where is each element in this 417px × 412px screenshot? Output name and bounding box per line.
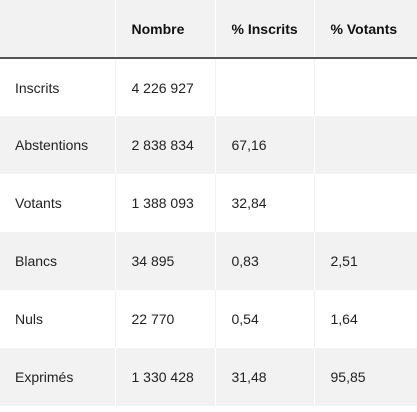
cell-nombre: 4 226 927 — [115, 58, 216, 116]
table-row: Blancs 34 895 0,83 2,51 — [0, 232, 417, 290]
row-label-nuls: Nuls — [0, 290, 116, 348]
cell-nombre: 34 895 — [115, 232, 216, 290]
cell-nombre: 1 388 093 — [115, 174, 216, 232]
table-body: Inscrits 4 226 927 Abstentions 2 838 834… — [0, 58, 417, 406]
header-pct-inscrits: % Inscrits — [215, 0, 315, 59]
table-row: Inscrits 4 226 927 — [0, 58, 417, 116]
cell-pct-votants: 2,51 — [314, 232, 417, 290]
header-nombre: Nombre — [115, 0, 216, 59]
row-label-votants: Votants — [0, 174, 116, 232]
table-header: Nombre % Inscrits % Votants — [0, 0, 417, 59]
cell-pct-votants — [314, 116, 417, 174]
cell-nombre: 1 330 428 — [115, 348, 216, 406]
cell-pct-votants: 1,64 — [314, 290, 417, 348]
cell-nombre: 2 838 834 — [115, 116, 216, 174]
cell-pct-inscrits: 0,54 — [215, 290, 315, 348]
row-label-blancs: Blancs — [0, 232, 116, 290]
cell-pct-votants: 95,85 — [314, 348, 417, 406]
row-label-inscrits: Inscrits — [0, 58, 116, 116]
cell-pct-inscrits: 0,83 — [215, 232, 315, 290]
cell-pct-inscrits: 31,48 — [215, 348, 315, 406]
cell-pct-inscrits: 32,84 — [215, 174, 315, 232]
table-row: Nuls 22 770 0,54 1,64 — [0, 290, 417, 348]
header-corner-cell — [0, 0, 116, 59]
table-row: Exprimés 1 330 428 31,48 95,85 — [0, 348, 417, 406]
table-row: Abstentions 2 838 834 67,16 — [0, 116, 417, 174]
header-pct-votants: % Votants — [314, 0, 417, 59]
row-label-exprimes: Exprimés — [0, 348, 116, 406]
cell-pct-votants — [314, 58, 417, 116]
cell-nombre: 22 770 — [115, 290, 216, 348]
cell-pct-votants — [314, 174, 417, 232]
cell-pct-inscrits — [215, 58, 315, 116]
row-label-abstentions: Abstentions — [0, 116, 116, 174]
cell-pct-inscrits: 67,16 — [215, 116, 315, 174]
header-row: Nombre % Inscrits % Votants — [0, 0, 417, 59]
table-row: Votants 1 388 093 32,84 — [0, 174, 417, 232]
